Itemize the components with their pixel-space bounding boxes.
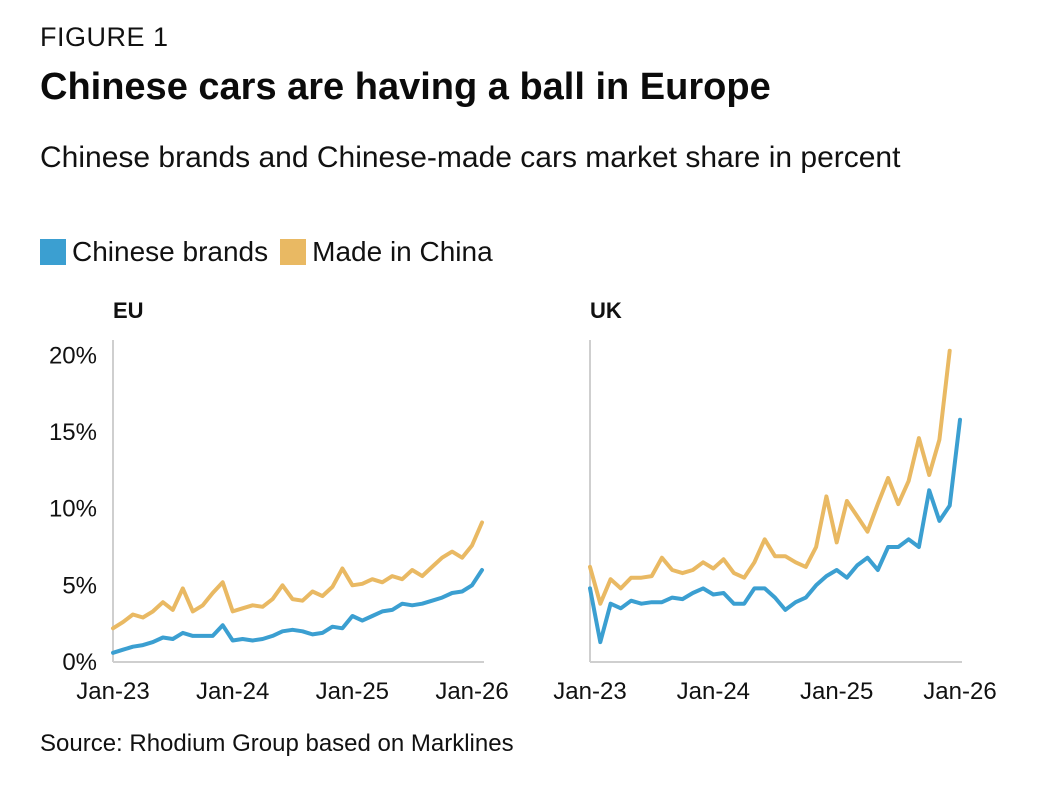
y-tick-label: 5% [62,572,97,599]
legend-item-chinese-brands: Chinese brands [40,236,268,268]
y-tick-label: 15% [49,419,97,446]
legend-item-made-in-china: Made in China [280,236,493,268]
x-tick-label: Jan-23 [553,678,626,705]
x-tick-label: Jan-26 [923,678,996,705]
panel-title-eu: EU [113,298,144,323]
series-line-eu-made-in-china [111,520,484,631]
x-tick-label: Jan-25 [800,678,873,705]
legend-swatch-made-in-china [280,239,307,265]
series-line-uk-made-in-china [588,348,952,606]
legend-swatch-chinese-brands [40,239,66,265]
x-tick-label: Jan-24 [196,678,269,705]
legend: Chinese brands Made in China [40,236,505,268]
series-line-eu-chinese-brands [111,568,484,655]
source-note: Source: Rhodium Group based on Marklines [40,730,514,757]
y-tick-label: 20% [49,342,97,369]
y-tick-label: 10% [49,496,97,523]
y-tick-label: 0% [62,649,97,676]
panel-title-uk: UK [590,298,622,323]
x-tick-label: Jan-25 [316,678,389,705]
legend-label-chinese-brands: Chinese brands [72,236,269,267]
x-tick-label: Jan-24 [677,678,750,705]
chart-title: Chinese cars are having a ball in Europe [40,66,771,108]
series-line-uk-chinese-brands [588,417,962,645]
x-tick-label: Jan-23 [76,678,149,705]
figure-label: FIGURE 1 [40,22,169,52]
legend-label-made-in-china: Made in China [312,236,493,267]
x-tick-label: Jan-26 [435,678,508,705]
chart-subtitle: Chinese brands and Chinese-made cars mar… [40,141,901,174]
